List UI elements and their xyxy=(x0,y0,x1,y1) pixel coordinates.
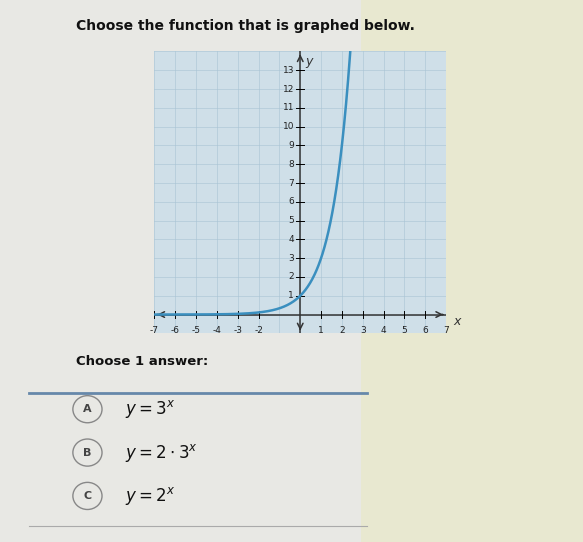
Text: -4: -4 xyxy=(213,326,222,335)
Text: x: x xyxy=(454,314,461,327)
Text: 12: 12 xyxy=(283,85,294,94)
Text: 6: 6 xyxy=(422,326,428,335)
Text: 10: 10 xyxy=(283,122,294,131)
Text: $y=3^x$: $y=3^x$ xyxy=(125,398,175,420)
Text: 5: 5 xyxy=(402,326,408,335)
Text: 2: 2 xyxy=(289,273,294,281)
Text: -3: -3 xyxy=(233,326,243,335)
Text: $y=2 \cdot 3^x$: $y=2 \cdot 3^x$ xyxy=(125,442,198,463)
Text: 11: 11 xyxy=(283,104,294,112)
Text: Choose the function that is graphed below.: Choose the function that is graphed belo… xyxy=(76,19,415,33)
Text: 8: 8 xyxy=(288,160,294,169)
Text: 1: 1 xyxy=(318,326,324,335)
Text: C: C xyxy=(83,491,92,501)
Text: 9: 9 xyxy=(288,141,294,150)
Text: -7: -7 xyxy=(150,326,159,335)
Text: 3: 3 xyxy=(360,326,366,335)
Text: A: A xyxy=(83,404,92,414)
Text: 3: 3 xyxy=(288,254,294,263)
Text: -6: -6 xyxy=(171,326,180,335)
Text: 4: 4 xyxy=(289,235,294,244)
Text: 4: 4 xyxy=(381,326,387,335)
Text: 7: 7 xyxy=(288,178,294,188)
Text: y: y xyxy=(305,55,313,68)
Text: 1: 1 xyxy=(288,291,294,300)
Text: 6: 6 xyxy=(288,197,294,207)
Text: 5: 5 xyxy=(288,216,294,225)
Text: -2: -2 xyxy=(254,326,263,335)
Text: Choose 1 answer:: Choose 1 answer: xyxy=(76,355,208,368)
Text: 2: 2 xyxy=(339,326,345,335)
Text: B: B xyxy=(83,448,92,457)
Text: -5: -5 xyxy=(192,326,201,335)
Text: 13: 13 xyxy=(283,66,294,75)
Text: $y=2^x$: $y=2^x$ xyxy=(125,485,175,507)
Text: 7: 7 xyxy=(443,326,449,335)
